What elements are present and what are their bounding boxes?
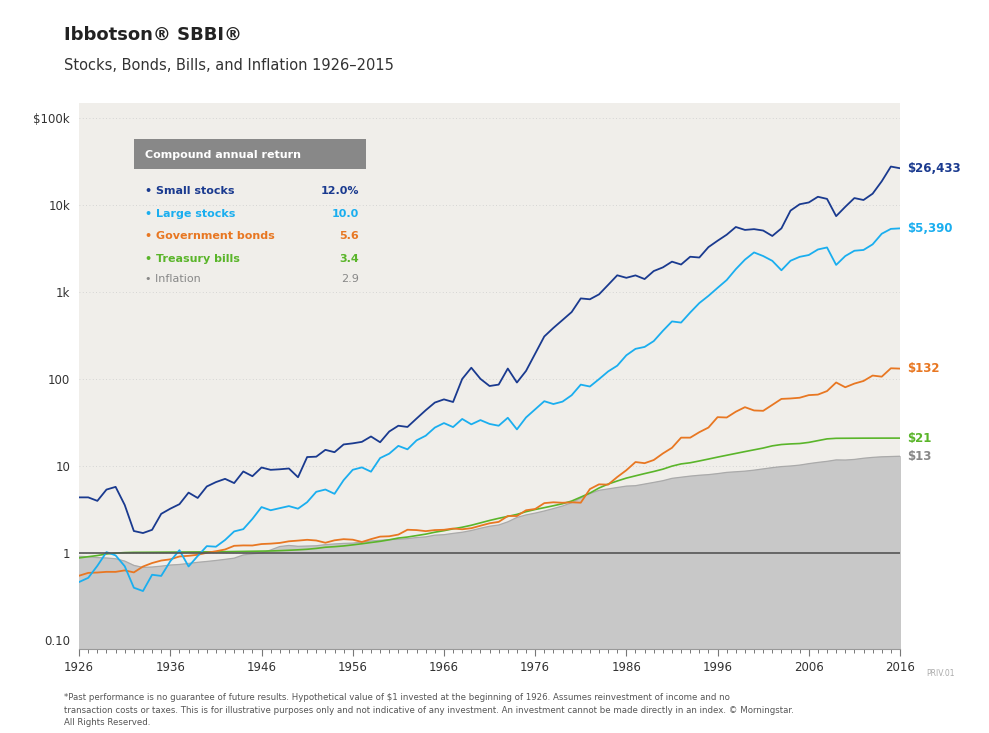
Text: 10.0: 10.0	[331, 209, 359, 218]
Text: • Treasury bills: • Treasury bills	[145, 254, 240, 264]
Text: • Large stocks: • Large stocks	[145, 209, 235, 218]
Text: Stocks, Bonds, Bills, and Inflation 1926–2015: Stocks, Bonds, Bills, and Inflation 1926…	[64, 58, 395, 73]
Text: • Inflation: • Inflation	[145, 274, 201, 284]
Text: Ibbotson® SBBI®: Ibbotson® SBBI®	[64, 26, 242, 44]
Text: • Government bonds: • Government bonds	[145, 231, 275, 241]
Text: 3.4: 3.4	[339, 254, 359, 264]
Text: $26,433: $26,433	[907, 162, 960, 174]
Text: Compound annual return: Compound annual return	[145, 150, 301, 160]
Text: 12.0%: 12.0%	[320, 186, 359, 196]
Text: $132: $132	[907, 362, 940, 375]
Text: $21: $21	[907, 432, 932, 445]
Text: 5.6: 5.6	[339, 231, 359, 241]
Text: PRIV.01: PRIV.01	[926, 669, 954, 678]
Text: $5,390: $5,390	[907, 222, 952, 235]
Text: • Small stocks: • Small stocks	[145, 186, 234, 196]
FancyBboxPatch shape	[134, 139, 366, 169]
Text: 2.9: 2.9	[341, 274, 359, 284]
Text: $13: $13	[907, 450, 932, 463]
Text: *Past performance is no guarantee of future results. Hypothetical value of $1 in: *Past performance is no guarantee of fut…	[64, 693, 794, 727]
